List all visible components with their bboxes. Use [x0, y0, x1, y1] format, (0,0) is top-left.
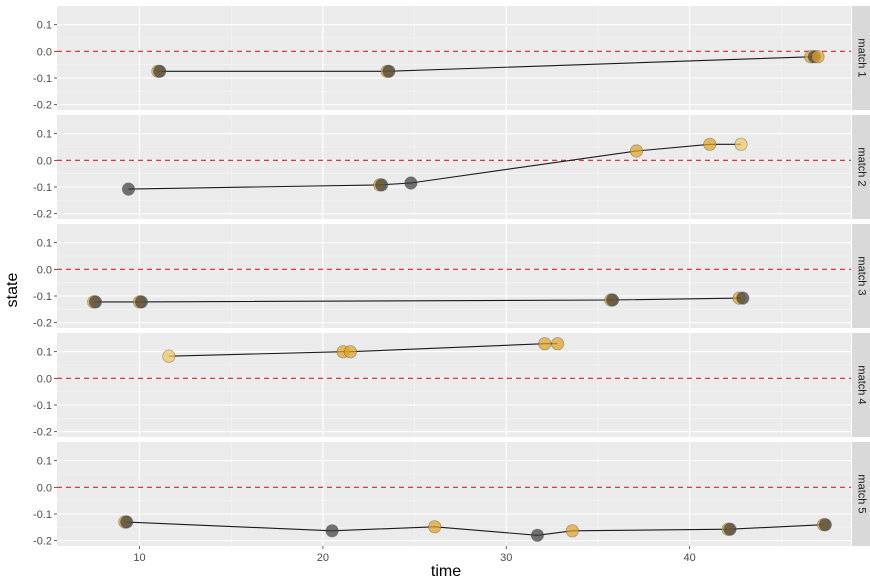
y-tick-label: -0.2 [33, 536, 52, 548]
data-point [736, 291, 750, 305]
panel-plot-area [57, 224, 851, 328]
panels-layer: 0.1 0.0 -0.1 -0.2 match 1 0.1 0.0 -0.1 -0.2 match… [33, 6, 870, 548]
x-tick-label: 20 [317, 552, 329, 564]
facet-panel: 0.1 0.0 -0.1 -0.2 match 3 [33, 224, 870, 330]
data-point [374, 178, 389, 192]
facet-strip [852, 442, 870, 546]
facet-strip [852, 224, 870, 328]
y-tick-label: 0.0 [37, 264, 52, 276]
series-line [93, 297, 742, 303]
data-point [530, 528, 545, 542]
data-point [134, 295, 148, 309]
x-axis-title: time [431, 563, 461, 580]
data-point [605, 293, 620, 307]
data-point [153, 64, 167, 78]
facet-panel: 0.1 0.0 -0.1 -0.2 match 4 [33, 333, 870, 439]
data-point [629, 144, 644, 158]
data-point [162, 349, 176, 363]
data-point [343, 345, 357, 359]
y-tick-label: -0.1 [33, 400, 52, 412]
data-point [404, 176, 418, 190]
data-point [325, 524, 339, 538]
facet-strip [852, 6, 870, 110]
x-tick-label: 10 [133, 552, 145, 564]
y-tick-label: 0.1 [37, 129, 52, 141]
y-tick-label: 0.0 [37, 46, 52, 58]
y-tick-label: -0.1 [33, 182, 52, 194]
y-tick-label: 0.1 [37, 456, 52, 468]
facet-strip-label: match 3 [856, 256, 868, 295]
data-point [538, 337, 552, 351]
y-tick-label: -0.1 [33, 291, 52, 303]
panel-plot-area [57, 333, 851, 437]
data-point [88, 295, 103, 309]
data-point [120, 515, 134, 529]
facet-panel: 0.1 0.0 -0.1 -0.2 match 2 [33, 115, 870, 221]
y-tick-label: -0.1 [33, 73, 52, 85]
facet-strip-label: match 1 [856, 38, 868, 77]
data-point [382, 64, 396, 78]
y-tick-label: 0.0 [37, 482, 52, 494]
y-axis-title: state [4, 273, 21, 308]
y-tick-label: -0.2 [33, 318, 52, 330]
y-tick-label: -0.1 [33, 509, 52, 521]
facet-strip-label: match 2 [856, 147, 868, 186]
facet-strip-label: match 4 [856, 365, 868, 404]
data-point [703, 137, 717, 151]
y-tick-label: 0.0 [37, 373, 52, 385]
facet-strip [852, 333, 870, 437]
data-point [428, 520, 442, 534]
y-tick-label: -0.2 [33, 100, 52, 112]
panel-background [57, 224, 851, 328]
panel-plot-area [57, 115, 851, 219]
y-tick-label: -0.2 [33, 209, 52, 221]
data-point [723, 522, 737, 536]
data-point [550, 337, 565, 351]
facet-strip-label: match 5 [856, 474, 868, 513]
data-point [121, 182, 136, 196]
facet-panel: 0.1 0.0 -0.1 -0.2 match 1 [33, 6, 870, 112]
panel-background [57, 115, 851, 219]
data-point [565, 524, 579, 538]
data-point [811, 50, 825, 64]
y-tick-label: 0.1 [37, 347, 52, 359]
x-tick-label: 40 [684, 552, 696, 564]
y-tick-label: 0.0 [37, 155, 52, 167]
data-point [734, 137, 748, 151]
facet-strip [852, 115, 870, 219]
panel-background [57, 333, 851, 437]
y-tick-label: -0.2 [33, 427, 52, 439]
data-point [818, 518, 832, 532]
y-tick-label: 0.1 [37, 238, 52, 250]
facet-panel: 0.1 0.0 -0.1 -0.2 match 5 [33, 442, 870, 548]
x-tick-label: 30 [500, 552, 512, 564]
panel-background [57, 6, 851, 110]
panel-plot-area [57, 442, 851, 546]
y-tick-label: 0.1 [37, 20, 52, 32]
panel-plot-area [57, 6, 851, 110]
x-axis: 10 20 30 40 [133, 546, 696, 564]
